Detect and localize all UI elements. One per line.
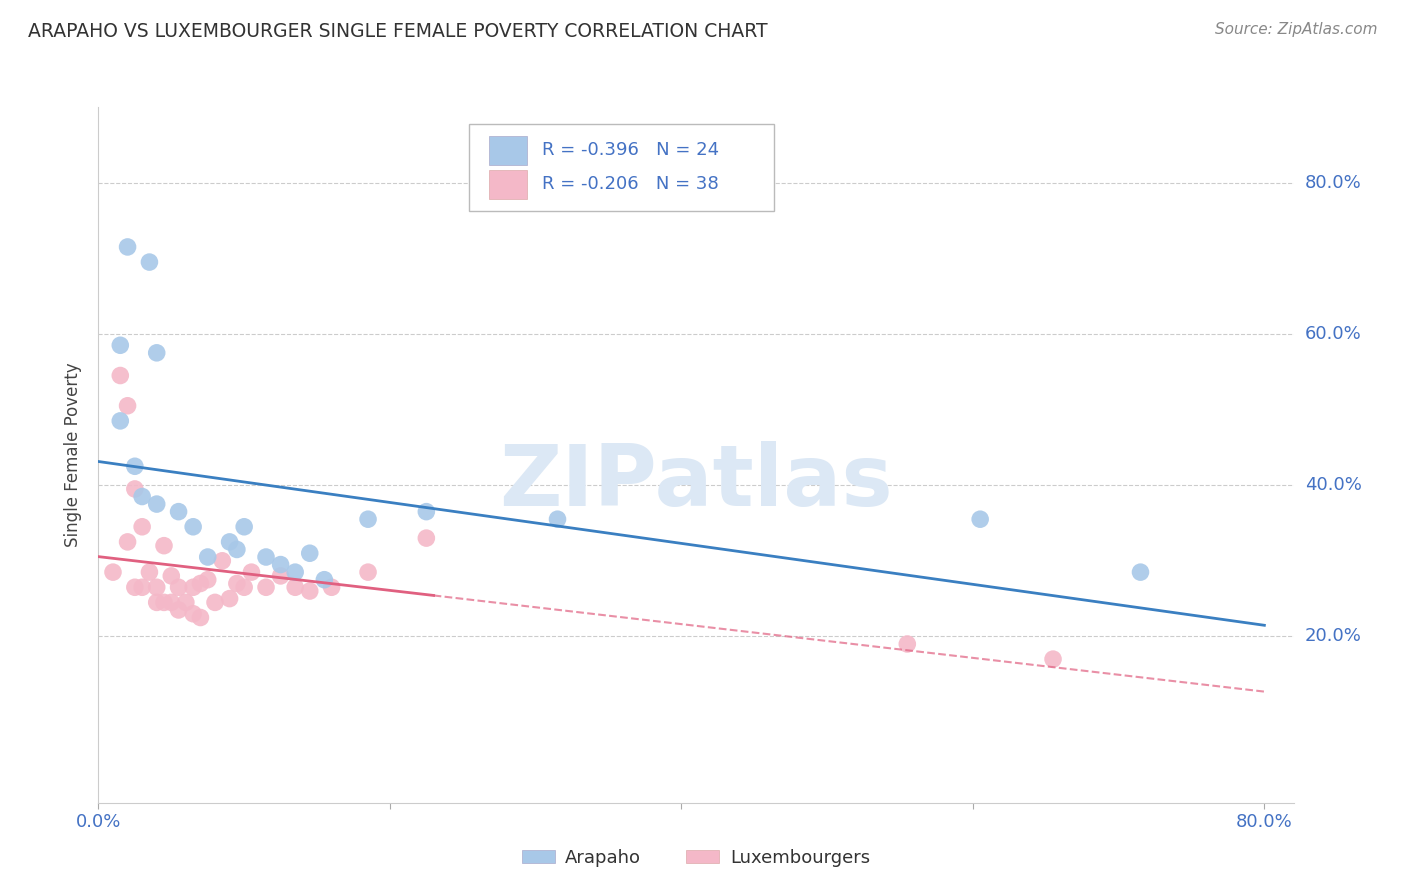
Text: ARAPAHO VS LUXEMBOURGER SINGLE FEMALE POVERTY CORRELATION CHART: ARAPAHO VS LUXEMBOURGER SINGLE FEMALE PO… <box>28 22 768 41</box>
Point <box>145 346 167 360</box>
Point <box>174 595 197 609</box>
Point <box>160 595 183 609</box>
Point <box>896 637 918 651</box>
Text: R = -0.396   N = 24: R = -0.396 N = 24 <box>541 141 718 159</box>
Point <box>110 338 132 352</box>
Point <box>101 565 124 579</box>
Text: 40.0%: 40.0% <box>1305 476 1361 494</box>
Point <box>284 580 307 594</box>
Point <box>181 580 204 594</box>
Point <box>145 497 167 511</box>
Point <box>110 368 132 383</box>
Point <box>270 569 292 583</box>
Point <box>969 512 991 526</box>
Point <box>314 573 336 587</box>
Point <box>197 573 219 587</box>
Point <box>284 565 307 579</box>
Point <box>415 505 437 519</box>
Point <box>190 610 212 624</box>
Point <box>270 558 292 572</box>
Point <box>160 569 183 583</box>
Point <box>357 512 380 526</box>
Point <box>153 595 176 609</box>
Text: ZIPatlas: ZIPatlas <box>499 442 893 524</box>
Bar <box>489 169 527 199</box>
Bar <box>489 136 527 165</box>
Point <box>131 490 153 504</box>
Y-axis label: Single Female Poverty: Single Female Poverty <box>65 363 83 547</box>
Point <box>254 549 277 564</box>
FancyBboxPatch shape <box>470 124 773 211</box>
Text: 80.0%: 80.0% <box>1305 174 1361 192</box>
Point <box>218 591 240 606</box>
Point <box>153 539 176 553</box>
Point <box>218 534 240 549</box>
Point <box>124 459 146 474</box>
Point <box>138 255 160 269</box>
Text: R = -0.206   N = 38: R = -0.206 N = 38 <box>541 175 718 194</box>
Point <box>145 580 167 594</box>
Point <box>298 546 321 560</box>
Point <box>110 414 132 428</box>
Text: Source: ZipAtlas.com: Source: ZipAtlas.com <box>1215 22 1378 37</box>
Point <box>233 520 256 534</box>
Point <box>117 399 139 413</box>
Point <box>1129 565 1152 579</box>
Point <box>138 565 160 579</box>
Point <box>1042 652 1064 666</box>
Point <box>254 580 277 594</box>
Point <box>225 576 247 591</box>
Point <box>204 595 226 609</box>
Point <box>298 584 321 599</box>
Point <box>145 595 167 609</box>
Point <box>233 580 256 594</box>
Point <box>167 603 190 617</box>
Point <box>131 580 153 594</box>
Point <box>117 534 139 549</box>
Point <box>197 549 219 564</box>
Point <box>167 580 190 594</box>
Point <box>181 607 204 621</box>
Point <box>225 542 247 557</box>
Point <box>547 512 569 526</box>
Legend: Arapaho, Luxembourgers: Arapaho, Luxembourgers <box>515 841 877 874</box>
Text: 60.0%: 60.0% <box>1305 325 1361 343</box>
Point <box>357 565 380 579</box>
Point <box>181 520 204 534</box>
Point <box>321 580 343 594</box>
Text: 20.0%: 20.0% <box>1305 627 1361 646</box>
Point <box>415 531 437 545</box>
Point <box>124 482 146 496</box>
Point <box>131 520 153 534</box>
Point <box>124 580 146 594</box>
Point <box>117 240 139 254</box>
Point <box>190 576 212 591</box>
Point <box>240 565 263 579</box>
Point <box>167 505 190 519</box>
Point <box>211 554 233 568</box>
